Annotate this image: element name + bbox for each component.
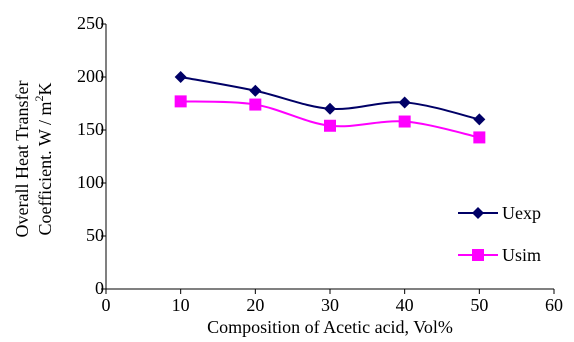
y-tick-label-100: 100 — [77, 172, 104, 192]
data-point-usim-30 — [324, 119, 336, 132]
x-tick-label-20: 20 — [246, 295, 264, 315]
x-tick-label-50: 50 — [470, 295, 488, 315]
series-usim — [174, 95, 486, 144]
data-point-usim-20 — [249, 98, 262, 111]
x-tick-label-40: 40 — [396, 295, 414, 315]
data-point-uexp-10 — [174, 71, 187, 83]
axes — [105, 24, 554, 290]
y-axis-title-superscript: 2 — [32, 96, 46, 102]
y-axis-title-main: Coefficient. W / m — [35, 102, 55, 236]
legend-item-uexp: Uexp — [458, 203, 541, 223]
x-ticks: 0 10 20 30 40 50 60 — [102, 289, 563, 315]
x-tick-label-30: 30 — [321, 295, 339, 315]
data-point-usim-50 — [473, 131, 486, 144]
legend-item-usim: Usim — [458, 245, 541, 265]
x-axis-title: Composition of Acetic acid, Vol% — [207, 317, 453, 337]
x-tick-label-60: 60 — [545, 295, 563, 315]
series-layer — [174, 71, 486, 144]
y-axis-title-line-2: Coefficient. W / m2K — [32, 83, 55, 236]
y-tick-label-150: 150 — [77, 119, 104, 139]
series-uexp — [174, 71, 486, 126]
y-axis-title-line-1: Overall Heat Transfer — [12, 81, 32, 238]
legend: Uexp Usim — [458, 203, 541, 265]
y-tick-label-50: 50 — [86, 225, 104, 245]
y-tick-label-250: 250 — [77, 13, 104, 33]
data-point-uexp-20 — [249, 84, 262, 97]
x-tick-label-10: 10 — [172, 295, 190, 315]
legend-label-usim: Usim — [502, 245, 541, 265]
data-point-usim-10 — [174, 95, 187, 108]
legend-marker-uexp — [472, 207, 484, 219]
x-tick-label-0: 0 — [102, 295, 111, 315]
data-point-uexp-30 — [324, 102, 336, 115]
legend-label-uexp: Uexp — [502, 203, 541, 223]
data-point-usim-40 — [398, 115, 411, 128]
y-ticks: 0 50 100 150 200 250 — [77, 13, 106, 298]
y-tick-label-200: 200 — [77, 66, 104, 86]
y-axis-title-unit: K — [35, 83, 55, 96]
y-axis-title: Overall Heat Transfer Coefficient. W / m… — [12, 81, 55, 238]
y-tick-label-0: 0 — [95, 278, 104, 298]
data-point-uexp-40 — [398, 96, 411, 109]
data-point-uexp-50 — [473, 113, 486, 126]
legend-marker-usim — [472, 249, 484, 261]
